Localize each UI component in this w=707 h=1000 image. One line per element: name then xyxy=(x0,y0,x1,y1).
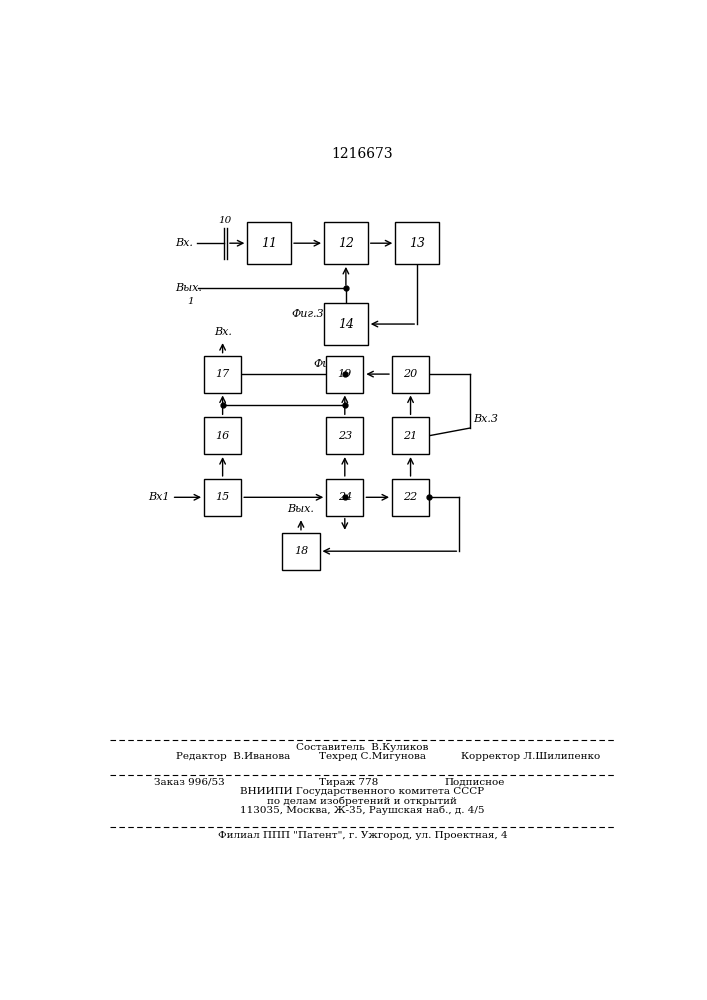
FancyBboxPatch shape xyxy=(395,222,439,264)
FancyBboxPatch shape xyxy=(326,479,363,516)
Text: Филиал ППП "Патент", г. Ужгород, ул. Проектная, 4: Филиал ППП "Патент", г. Ужгород, ул. Про… xyxy=(218,831,507,840)
FancyBboxPatch shape xyxy=(392,417,429,454)
Text: Корректор Л.Шилипенко: Корректор Л.Шилипенко xyxy=(461,752,600,761)
Text: 1: 1 xyxy=(187,297,194,306)
Text: Вх.: Вх. xyxy=(214,327,232,337)
FancyBboxPatch shape xyxy=(282,533,320,570)
Text: 20: 20 xyxy=(404,369,418,379)
Text: 1216673: 1216673 xyxy=(332,147,393,161)
FancyBboxPatch shape xyxy=(204,356,241,393)
Text: Фиг.3: Фиг.3 xyxy=(291,309,324,319)
Text: 12: 12 xyxy=(338,237,354,250)
FancyBboxPatch shape xyxy=(392,479,429,516)
Text: Тираж 778: Тираж 778 xyxy=(319,778,378,787)
Text: 14: 14 xyxy=(338,318,354,331)
Text: ВНИИПИ Государственного комитета СССР: ВНИИПИ Государственного комитета СССР xyxy=(240,787,484,796)
Text: Подписное: Подписное xyxy=(445,778,505,787)
Text: Вых.: Вых. xyxy=(288,504,315,514)
Text: 21: 21 xyxy=(404,431,418,441)
Text: Фиг.2: Фиг.2 xyxy=(313,359,346,369)
Text: Техред С.Мигунова: Техред С.Мигунова xyxy=(319,752,426,761)
Text: Заказ 996/53: Заказ 996/53 xyxy=(154,778,225,787)
Text: 18: 18 xyxy=(294,546,308,556)
Text: 23: 23 xyxy=(338,431,352,441)
Text: Вх1: Вх1 xyxy=(148,492,170,502)
FancyBboxPatch shape xyxy=(204,479,241,516)
Text: Вых.: Вых. xyxy=(175,283,201,293)
Text: 11: 11 xyxy=(261,237,277,250)
FancyBboxPatch shape xyxy=(326,356,363,393)
Text: Вх.: Вх. xyxy=(175,238,193,248)
Text: 15: 15 xyxy=(216,492,230,502)
FancyBboxPatch shape xyxy=(326,417,363,454)
Text: 17: 17 xyxy=(216,369,230,379)
Text: по делам изобретений и открытий: по делам изобретений и открытий xyxy=(267,796,457,806)
FancyBboxPatch shape xyxy=(247,222,291,264)
Text: 19: 19 xyxy=(338,369,352,379)
Text: 22: 22 xyxy=(404,492,418,502)
Text: 24: 24 xyxy=(338,492,352,502)
FancyBboxPatch shape xyxy=(392,356,429,393)
FancyBboxPatch shape xyxy=(204,417,241,454)
Text: Редактор  В.Иванова: Редактор В.Иванова xyxy=(176,752,291,761)
Text: 10: 10 xyxy=(218,216,232,225)
Text: Составитель  В.Куликов: Составитель В.Куликов xyxy=(296,743,428,752)
Text: 113035, Москва, Ж-35, Раушская наб., д. 4/5: 113035, Москва, Ж-35, Раушская наб., д. … xyxy=(240,805,484,815)
Text: 13: 13 xyxy=(409,237,425,250)
FancyBboxPatch shape xyxy=(324,303,368,345)
FancyBboxPatch shape xyxy=(324,222,368,264)
Text: 16: 16 xyxy=(216,431,230,441)
Text: Вх.3: Вх.3 xyxy=(473,414,498,424)
